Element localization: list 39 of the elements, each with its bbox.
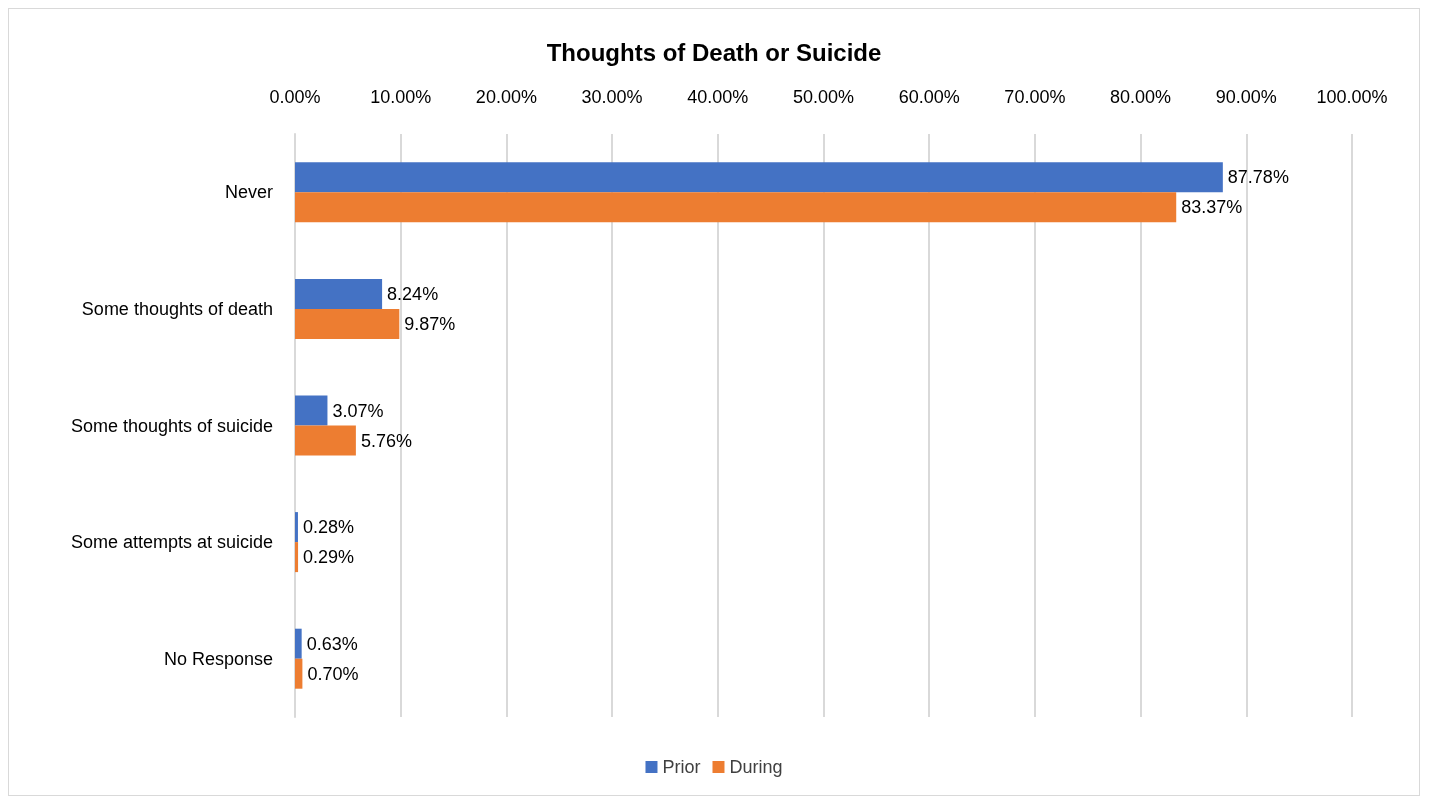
x-tick-label: 70.00% (1004, 87, 1066, 107)
bar (295, 542, 299, 573)
data-label: 9.87% (404, 313, 456, 334)
x-tick-label: 50.00% (792, 87, 855, 107)
legend-label: Prior (662, 757, 701, 777)
legend-label: During (729, 757, 783, 777)
data-label: 0.70% (307, 663, 359, 684)
data-label: 83.37% (1181, 197, 1243, 218)
data-label: 5.76% (360, 430, 412, 451)
y-tick-label: No Response (163, 648, 273, 669)
x-tick-label: 40.00% (687, 87, 749, 107)
x-tick-label: 90.00% (1215, 87, 1277, 107)
bar (295, 512, 298, 543)
bar (295, 192, 1177, 223)
y-tick-label: Some attempts at suicide (70, 532, 273, 553)
data-label: 0.63% (306, 633, 358, 654)
x-tick-label: 10.00% (370, 87, 432, 107)
bar (295, 395, 328, 426)
y-tick-label: Some thoughts of death (81, 298, 273, 319)
bar (295, 162, 1223, 193)
y-tick-label: Some thoughts of suicide (70, 415, 273, 436)
data-label: 3.07% (332, 400, 384, 421)
data-label: 87.78% (1227, 167, 1289, 188)
data-label: 0.28% (302, 517, 355, 538)
x-tick-label: 30.00% (581, 87, 643, 107)
chart-title: Thoughts of Death or Suicide (546, 38, 882, 66)
data-label: 8.24% (387, 283, 439, 304)
bar (295, 628, 302, 659)
bar (295, 425, 356, 456)
bar (295, 278, 383, 309)
y-tick-label: Never (224, 182, 273, 203)
data-label: 0.29% (303, 547, 355, 568)
x-tick-label: 0.00% (269, 87, 321, 107)
x-tick-label: 80.00% (1110, 87, 1172, 107)
bar (295, 658, 303, 689)
x-tick-label: 20.00% (475, 87, 537, 107)
x-tick-label: 100.00% (1316, 87, 1388, 107)
bar (295, 308, 400, 339)
x-tick-label: 60.00% (898, 87, 960, 107)
